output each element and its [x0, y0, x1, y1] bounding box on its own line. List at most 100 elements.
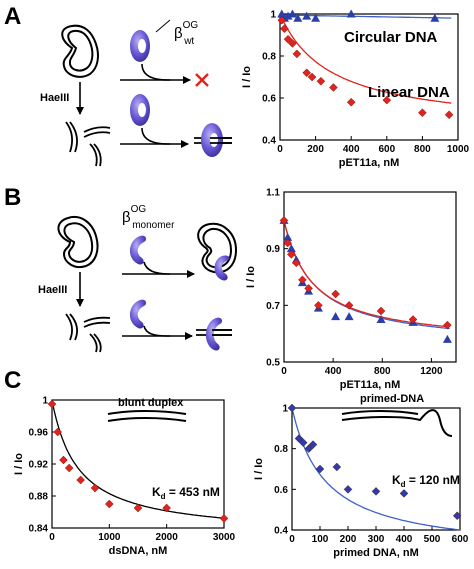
haeiii-label: HaeIII	[40, 92, 69, 104]
protein-wt-label: βOG wt	[174, 20, 198, 47]
y-tick-label: 0.84	[29, 524, 49, 535]
y-tick-label: 0.92	[29, 460, 49, 471]
circular-dna-icon	[61, 24, 99, 78]
x-tick-label: 1000	[98, 532, 121, 543]
beta-clamp-ring-icon	[130, 30, 150, 62]
data-point-diamond	[292, 49, 302, 59]
y-axis-label: I / Io	[245, 266, 257, 288]
x-tick-label: 100	[312, 534, 329, 545]
x-tick-label: 600	[452, 534, 469, 545]
x-tick-label: 500	[424, 534, 441, 545]
x-tick-label: 1000	[447, 144, 470, 155]
x-tick-label: 400	[325, 366, 342, 377]
y-tick-label: 0.96	[29, 428, 49, 439]
fit-curve	[279, 13, 452, 104]
primed-dna-label: primed-DNA	[360, 393, 424, 405]
x-tick-label: 0	[281, 366, 287, 377]
data-point-diamond	[329, 83, 338, 92]
data-point-diamond	[408, 315, 418, 324]
y-tick-label: 0.4	[274, 526, 288, 537]
x-axis-label: primed DNA, nM	[333, 547, 419, 559]
y-axis-label: I / Io	[13, 453, 25, 475]
data-point-triangle	[430, 13, 440, 22]
data-point-triangle	[293, 13, 303, 22]
data-point-diamond	[298, 275, 307, 285]
chart-c-blunt-duplex: 0 1000 2000 3000 0.84 0.88 0.92 0.96 1 dsDNA, nM I…	[13, 396, 236, 558]
data-point-diamond	[443, 320, 452, 330]
data-point-diamond	[371, 487, 381, 496]
data-point-triangle	[376, 315, 386, 323]
panel-a-schematic: A HaeIII βOG wt	[4, 3, 232, 167]
y-tick-label: 0.7	[266, 301, 280, 312]
kd-left-label: Kd = 453 nM	[152, 485, 220, 501]
x-axis-label: pET11a, nM	[339, 157, 400, 169]
data-point-diamond	[304, 284, 313, 293]
reaction-arrow-b1	[143, 261, 195, 278]
data-point-triangle	[346, 9, 356, 18]
data-point-diamond	[288, 39, 297, 48]
protein-monomer-label: βOG monomer	[122, 204, 175, 231]
x-tick-label: 400	[396, 534, 413, 545]
kd-right-label: Kd = 120 nM	[392, 473, 460, 489]
y-tick-label: 0.5	[266, 358, 280, 369]
y-tick-label: 0.88	[29, 492, 49, 503]
reaction-arrow-a2	[141, 127, 189, 148]
data-point-diamond	[53, 427, 63, 437]
haeiii-label-b: HaeIII	[38, 284, 67, 296]
linear-dna-fragments-icon	[65, 121, 111, 167]
y-axis-label: I / Io	[241, 66, 253, 88]
y-tick-label: 1	[42, 396, 48, 407]
data-point-diamond	[346, 97, 356, 107]
data-point-diamond	[279, 216, 289, 225]
data-point-diamond	[418, 108, 427, 117]
y-tick-label: 1.1	[266, 188, 280, 199]
data-point-triangle	[442, 334, 452, 343]
data-point-diamond	[315, 464, 325, 474]
data-point-diamond	[59, 455, 68, 465]
data-point-diamond	[316, 76, 326, 86]
label-leader	[155, 19, 171, 33]
data-point-triangle	[302, 11, 312, 20]
data-point-diamond	[344, 301, 354, 310]
panel-c-letter: C	[4, 367, 21, 394]
data-point-diamond	[280, 24, 289, 33]
x-tick-label: 800	[414, 144, 431, 155]
data-point-diamond	[47, 399, 57, 409]
y-tick-label: 0.4	[262, 136, 276, 147]
x-tick-label: 1200	[420, 366, 443, 377]
x-tick-label: 2000	[156, 532, 179, 543]
data-point-diamond	[162, 503, 171, 513]
data-point-diamond	[444, 110, 454, 120]
data-point-triangle	[283, 11, 293, 20]
x-axis-label: dsDNA, nM	[109, 545, 168, 557]
monomer-on-circular-dna-icon	[197, 222, 238, 281]
circular-dna-icon-b	[57, 216, 99, 268]
y-axis-label: I / Io	[253, 458, 265, 480]
data-point-diamond	[314, 301, 323, 310]
data-point-diamond	[307, 72, 317, 82]
data-point-diamond	[133, 503, 143, 513]
monomer-on-linear-dna-icon	[196, 317, 232, 351]
x-tick-label: 600	[378, 144, 395, 155]
x-tick-label: 3000	[213, 532, 236, 543]
x-tick-label: 300	[368, 534, 385, 545]
chart-c-primed-dna: 0 100 200 300 400 500 600 0.4 0.6 0.8 1 primed DNA,…	[253, 404, 469, 560]
x-axis-label: pET11a, nM	[340, 379, 401, 391]
y-tick-label: 0.6	[274, 485, 288, 496]
y-tick-label: 1	[270, 10, 276, 21]
no-binding-x-icon	[195, 73, 209, 87]
clamp-on-dna-icon	[194, 123, 232, 157]
data-point-triangle	[344, 312, 354, 321]
data-point-diamond	[332, 462, 342, 472]
data-point-diamond	[376, 306, 386, 316]
fit-curve	[283, 220, 450, 330]
x-tick-label: 0	[277, 144, 283, 155]
linear-dna-fragments-icon-b	[65, 313, 111, 353]
data-point-diamond	[287, 403, 297, 413]
data-point-triangle	[287, 9, 297, 18]
chart-a-binding-curve: 0 200 400 600 800 1000 0.4 0.6 0.8 1 pET11a, nM I /…	[241, 9, 470, 169]
data-point-diamond	[343, 485, 353, 494]
data-point-triangle	[311, 13, 321, 22]
panel-a-letter: A	[4, 3, 21, 30]
